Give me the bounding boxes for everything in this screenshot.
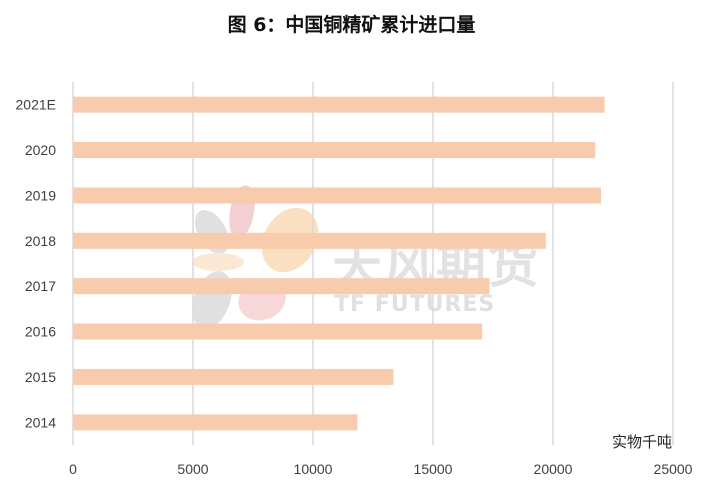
chart-title: 图 6：中国铜精矿累计进口量 [227, 14, 476, 36]
bar [73, 414, 358, 431]
bar [73, 96, 605, 113]
y-tick-label: 2014 [25, 414, 56, 430]
x-tick-label: 15000 [414, 461, 453, 477]
bar [73, 368, 394, 385]
bar [73, 323, 483, 340]
y-tick-label: 2021E [16, 97, 56, 113]
gridlines [72, 82, 674, 445]
y-tick-label: 2017 [25, 278, 56, 294]
bar [73, 232, 546, 249]
y-axis-labels: 2021E 2020 2019 2018 2017 2016 2015 2014 [16, 97, 57, 431]
y-tick-label: 2018 [25, 233, 56, 249]
x-tick-label: 10000 [294, 461, 333, 477]
bar [73, 187, 601, 204]
bar [73, 278, 490, 295]
watermark-logo [192, 185, 319, 329]
y-tick-label: 2020 [25, 142, 56, 158]
x-tick-label: 20000 [534, 461, 573, 477]
bar-series [73, 96, 605, 431]
bar [73, 142, 596, 159]
x-tick-label: 5000 [177, 461, 208, 477]
y-tick-label: 2015 [25, 369, 56, 385]
x-axis-labels: 0 5000 10000 15000 20000 25000 [69, 461, 693, 477]
unit-label: 实物千吨 [612, 433, 673, 451]
y-tick-label: 2019 [25, 187, 56, 203]
y-tick-label: 2016 [25, 324, 56, 340]
x-tick-label: 0 [69, 461, 77, 477]
watermark-subtext: TF FUTURES [334, 292, 496, 317]
x-tick-label: 25000 [654, 461, 693, 477]
